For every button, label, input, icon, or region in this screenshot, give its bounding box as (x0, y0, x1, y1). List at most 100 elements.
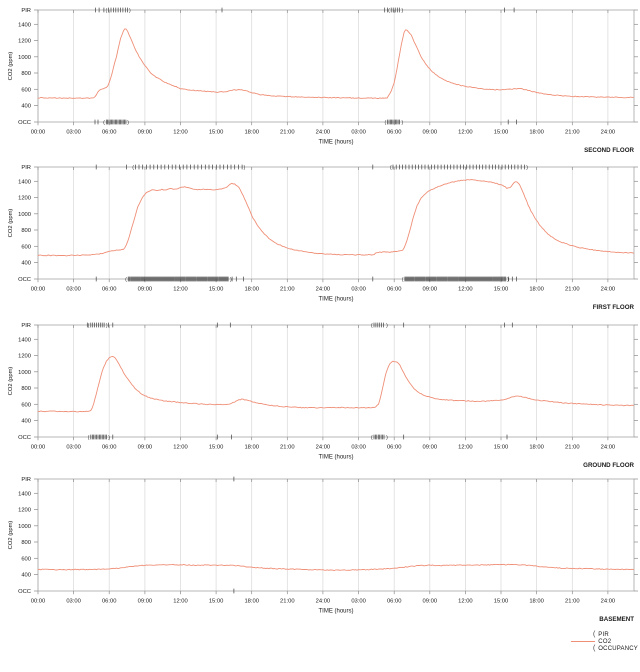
axis-labels: PIR OCC 400 600 800 1000 1200 1400 CO2 (ppm) 00:0… (8, 8, 635, 154)
svg-text:24:00: 24:00 (601, 130, 616, 136)
svg-text:1400: 1400 (18, 337, 31, 343)
svg-text:1400: 1400 (18, 22, 31, 28)
svg-text:06:00: 06:00 (387, 287, 402, 293)
svg-text:03:00: 03:00 (66, 287, 81, 293)
svg-text:PIR: PIR (21, 477, 31, 483)
svg-text:CO2 (ppm): CO2 (ppm) (8, 209, 14, 238)
svg-text:1000: 1000 (18, 524, 31, 530)
svg-text:PIR: PIR (21, 323, 31, 329)
chart-second-floor: PIR OCC 400 600 800 1000 1200 1400 CO2 (ppm) 00:0… (0, 0, 640, 157)
svg-text:12:00: 12:00 (458, 130, 473, 136)
svg-text:21:00: 21:00 (280, 599, 295, 605)
svg-text:12:00: 12:00 (173, 130, 188, 136)
svg-text:1400: 1400 (18, 179, 31, 185)
svg-text:03:00: 03:00 (66, 599, 81, 605)
svg-text:03:00: 03:00 (66, 130, 81, 136)
svg-text:03:00: 03:00 (351, 445, 366, 451)
svg-text:15:00: 15:00 (209, 130, 224, 136)
svg-text:12:00: 12:00 (458, 599, 473, 605)
svg-text:12:00: 12:00 (458, 287, 473, 293)
svg-text:): ) (243, 165, 245, 171)
svg-text:(: ( (371, 435, 373, 441)
svg-text:03:00: 03:00 (66, 445, 81, 451)
svg-text:09:00: 09:00 (423, 130, 438, 136)
svg-text:06:00: 06:00 (387, 445, 402, 451)
legend-item-occupancy: (OCCUPANCY (567, 645, 638, 652)
svg-text:OCC: OCC (18, 277, 31, 283)
svg-text:06:00: 06:00 (102, 445, 117, 451)
chart-canvas-basement: PIR OCC 400 600 800 1000 1200 1400 CO2 (ppm) 00:0… (8, 476, 638, 623)
svg-text:BASEMENT: BASEMENT (599, 616, 634, 623)
svg-text:09:00: 09:00 (423, 445, 438, 451)
svg-text:600: 600 (21, 556, 31, 562)
plot-frame (37, 324, 635, 438)
legend-label: CO2 (598, 638, 612, 645)
svg-text:FIRST FLOOR: FIRST FLOOR (593, 304, 635, 311)
svg-text:): ) (230, 277, 232, 283)
svg-text:00:00: 00:00 (31, 445, 46, 451)
pir-markers: () () (95, 164, 528, 171)
svg-text:): ) (106, 323, 108, 329)
svg-text:24:00: 24:00 (316, 599, 331, 605)
svg-text:18:00: 18:00 (244, 287, 259, 293)
svg-text:12:00: 12:00 (173, 287, 188, 293)
svg-text:09:00: 09:00 (138, 287, 153, 293)
svg-text:(: ( (388, 8, 390, 14)
svg-text:PIR: PIR (21, 8, 31, 14)
svg-text:21:00: 21:00 (565, 130, 580, 136)
svg-text:(: ( (384, 120, 386, 126)
svg-text:1200: 1200 (18, 39, 31, 45)
legend-label: PIR (598, 631, 609, 638)
svg-text:03:00: 03:00 (351, 130, 366, 136)
svg-text:15:00: 15:00 (209, 287, 224, 293)
occ-markers: () () (95, 276, 517, 283)
svg-text:03:00: 03:00 (351, 287, 366, 293)
chart-first-floor: PIR OCC 400 600 800 1000 1200 1400 CO2 (ppm) 00:0… (0, 157, 640, 314)
svg-text:18:00: 18:00 (244, 130, 259, 136)
svg-text:TIME (hours): TIME (hours) (318, 455, 353, 461)
svg-text:(: ( (390, 165, 392, 171)
occ-markers: () () (94, 119, 517, 126)
pir-markers: () () (95, 7, 515, 14)
svg-text:00:00: 00:00 (31, 130, 46, 136)
svg-text:21:00: 21:00 (565, 287, 580, 293)
svg-text:12:00: 12:00 (173, 445, 188, 451)
legend-item-co2: CO2 (567, 638, 638, 645)
co2-line (37, 563, 634, 572)
svg-text:03:00: 03:00 (351, 599, 366, 605)
svg-text:12:00: 12:00 (458, 445, 473, 451)
axis-labels: PIR OCC 400 600 800 1000 1200 1400 CO2 (ppm) 00:0… (8, 477, 634, 623)
svg-text:18:00: 18:00 (244, 599, 259, 605)
svg-text:600: 600 (21, 402, 31, 408)
svg-text:TIME (hours): TIME (hours) (318, 609, 353, 615)
svg-text:CO2 (ppm): CO2 (ppm) (8, 52, 14, 81)
legend-item-pir: (PIR (567, 631, 638, 638)
occ-markers: () () (88, 434, 508, 441)
svg-text:18:00: 18:00 (529, 287, 544, 293)
svg-text:OCC: OCC (18, 589, 31, 595)
svg-text:24:00: 24:00 (316, 445, 331, 451)
svg-text:15:00: 15:00 (209, 599, 224, 605)
svg-text:(: ( (371, 323, 373, 329)
svg-text:15:00: 15:00 (209, 445, 224, 451)
svg-text:PIR: PIR (21, 165, 31, 171)
axis-ticks (34, 478, 638, 595)
svg-text:): ) (507, 277, 509, 283)
svg-text:): ) (401, 8, 403, 14)
svg-text:06:00: 06:00 (102, 130, 117, 136)
axis-ticks (34, 324, 638, 441)
axis-ticks (34, 9, 638, 126)
svg-text:800: 800 (21, 386, 31, 392)
chart-ground-floor: PIR OCC 400 600 800 1000 1200 1400 CO2 (ppm) 00:0… (0, 315, 640, 472)
gridlines (37, 10, 609, 122)
gridlines (37, 325, 609, 437)
svg-text:00:00: 00:00 (31, 287, 46, 293)
svg-text:06:00: 06:00 (102, 287, 117, 293)
svg-text:(: ( (105, 8, 107, 14)
gridlines (37, 167, 609, 279)
svg-text:CO2 (ppm): CO2 (ppm) (8, 367, 14, 396)
svg-text:09:00: 09:00 (423, 599, 438, 605)
svg-text:09:00: 09:00 (138, 130, 153, 136)
svg-text:21:00: 21:00 (565, 599, 580, 605)
legend: (PIR CO2(OCCUPANCY (567, 631, 638, 652)
